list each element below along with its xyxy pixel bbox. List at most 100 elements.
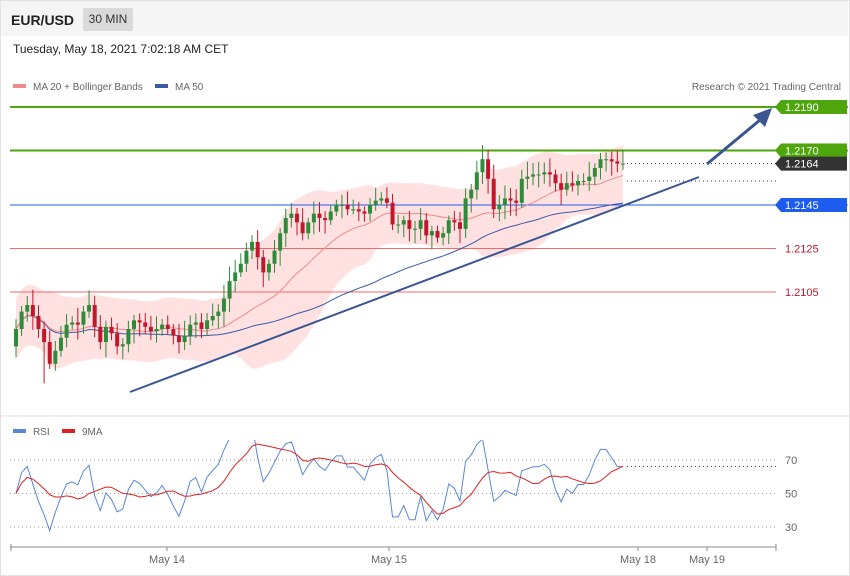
candle bbox=[238, 263, 243, 273]
x-tick-label: May 15 bbox=[371, 554, 407, 566]
trend-line bbox=[129, 176, 700, 393]
candles bbox=[14, 145, 625, 384]
candle bbox=[98, 326, 103, 343]
candle bbox=[587, 176, 592, 181]
candle bbox=[396, 224, 401, 226]
candle bbox=[469, 189, 474, 199]
candle bbox=[272, 250, 277, 264]
rsi-tick-70: 70 bbox=[785, 455, 797, 467]
copyright-text: Research © 2021 Trading Central bbox=[692, 82, 841, 93]
rsi-9ma-line bbox=[15, 443, 624, 515]
x-axis: May 14 May 15 May 18 May 19 bbox=[10, 544, 777, 566]
candle bbox=[261, 257, 266, 273]
candle bbox=[474, 172, 479, 190]
candle bbox=[103, 326, 108, 343]
candle bbox=[70, 322, 75, 325]
candle bbox=[19, 311, 24, 329]
candle bbox=[446, 220, 451, 234]
candle bbox=[115, 333, 120, 347]
candle bbox=[160, 324, 165, 329]
rsi-tick-50: 50 bbox=[785, 489, 797, 501]
level-tag-1.2190 bbox=[775, 100, 847, 114]
rsi-line bbox=[15, 440, 623, 533]
candle bbox=[176, 335, 181, 343]
arrow-shaft bbox=[706, 118, 761, 166]
candle bbox=[148, 326, 153, 332]
candle bbox=[351, 209, 356, 211]
candle bbox=[368, 204, 373, 214]
candle bbox=[58, 337, 63, 351]
candle bbox=[620, 163, 625, 165]
candle bbox=[132, 320, 137, 329]
candle bbox=[266, 263, 271, 273]
x-tick-label: May 18 bbox=[620, 554, 656, 566]
candle bbox=[514, 200, 519, 203]
level-label-1.2125: 1.2125 bbox=[785, 243, 819, 255]
candle bbox=[14, 329, 18, 347]
candle bbox=[429, 231, 434, 236]
symbol-title: EUR/USD bbox=[11, 12, 75, 28]
candle bbox=[497, 204, 502, 210]
candle bbox=[64, 324, 69, 338]
candle bbox=[536, 174, 541, 176]
candle bbox=[306, 222, 311, 234]
candle bbox=[553, 174, 558, 184]
candle bbox=[486, 159, 491, 179]
candle bbox=[311, 213, 316, 223]
candle bbox=[384, 198, 389, 203]
candle bbox=[250, 241, 255, 251]
candle bbox=[42, 329, 47, 343]
candle bbox=[570, 183, 575, 186]
candle bbox=[199, 322, 204, 329]
candle bbox=[452, 220, 457, 223]
candle bbox=[317, 213, 322, 218]
level-tag-text-1.2145: 1.2145 bbox=[785, 200, 819, 212]
candle bbox=[525, 176, 530, 179]
rsi-gridlines: 70 50 30 bbox=[10, 455, 797, 534]
candle bbox=[171, 329, 176, 336]
ma50-legend-label: MA 50 bbox=[175, 82, 204, 93]
candle bbox=[401, 220, 406, 225]
candle bbox=[334, 204, 339, 212]
level-label-1.2105: 1.2105 bbox=[785, 287, 819, 299]
candle bbox=[508, 198, 513, 201]
candle bbox=[143, 322, 148, 327]
candle bbox=[92, 305, 97, 327]
candle bbox=[604, 159, 609, 161]
timeframe-badge[interactable]: 30 MIN bbox=[83, 8, 133, 31]
ma20-legend-swatch bbox=[13, 84, 26, 88]
candle bbox=[81, 311, 86, 325]
candle bbox=[542, 172, 547, 175]
rsi-legend-label: RSI bbox=[33, 427, 50, 438]
candle bbox=[255, 241, 260, 258]
candle bbox=[373, 200, 378, 205]
candle bbox=[435, 231, 440, 238]
level-tag-1.2170 bbox=[775, 143, 847, 158]
candle bbox=[221, 298, 226, 312]
candle bbox=[120, 344, 125, 347]
candle bbox=[615, 161, 620, 164]
candle bbox=[165, 324, 170, 329]
candle bbox=[463, 198, 468, 229]
arrow-head bbox=[753, 108, 772, 127]
candle bbox=[390, 202, 395, 225]
candle bbox=[126, 329, 131, 345]
candle bbox=[323, 218, 328, 221]
candle bbox=[491, 178, 496, 210]
candle bbox=[339, 204, 344, 206]
candle bbox=[289, 213, 294, 218]
candle bbox=[75, 322, 80, 325]
level-tag-text-1.2170: 1.2170 bbox=[785, 146, 819, 158]
candle bbox=[609, 159, 614, 162]
candle bbox=[576, 181, 580, 186]
candle bbox=[205, 320, 210, 329]
candle bbox=[519, 178, 524, 203]
rsi-legend-swatch bbox=[13, 429, 26, 433]
candle bbox=[30, 305, 35, 316]
candle bbox=[53, 350, 58, 364]
candle bbox=[592, 167, 597, 177]
candle bbox=[188, 324, 193, 336]
candle bbox=[154, 329, 159, 332]
